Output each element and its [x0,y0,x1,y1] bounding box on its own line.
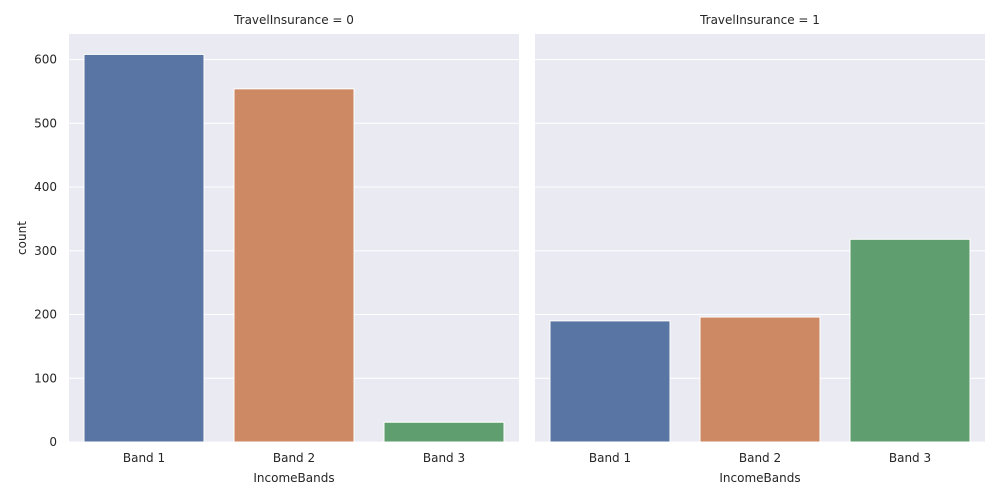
y-tick-label: 200 [34,308,57,322]
panel-title: TravelInsurance = 1 [699,13,820,27]
bar-band-3 [849,238,971,443]
bar-band-2 [699,316,821,443]
x-tick-label: Band 1 [123,451,165,465]
panel-title: TravelInsurance = 0 [233,13,354,27]
x-axis-label: IncomeBands [719,471,800,485]
y-tick-label: 0 [49,435,57,449]
y-tick-label: 100 [34,371,57,385]
bar-band-2 [233,88,355,443]
y-axis-label: count [15,221,29,255]
x-axis-label: IncomeBands [253,471,334,485]
x-tick-label: Band 1 [589,451,631,465]
x-tick-label: Band 2 [273,451,315,465]
y-tick-label: 400 [34,180,57,194]
x-tick-label: Band 3 [889,451,931,465]
y-tick-label: 300 [34,244,57,258]
x-tick-label: Band 3 [423,451,465,465]
bar-band-3 [383,421,505,443]
y-tick-label: 600 [34,53,57,67]
x-tick-label: Band 2 [739,451,781,465]
y-tick-label: 500 [34,116,57,130]
bar-band-1 [83,53,205,443]
bar-band-1 [549,320,671,443]
